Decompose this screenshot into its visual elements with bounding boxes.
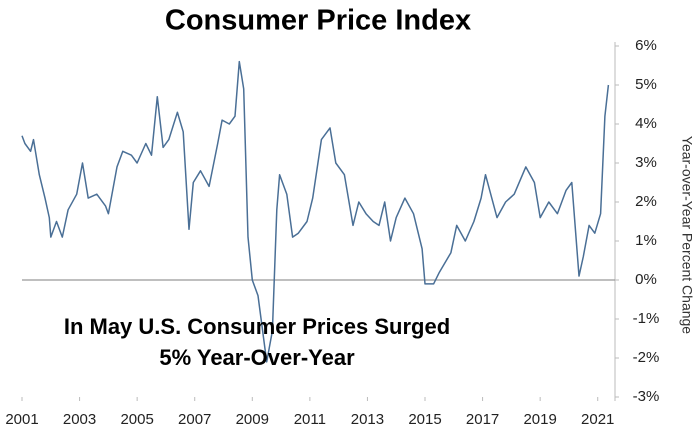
x-tick-label: 2015	[408, 411, 441, 428]
y-tick-label: 5%	[635, 76, 657, 93]
x-tick-label: 2017	[466, 411, 499, 428]
x-tick-label: 2021	[581, 411, 614, 428]
y-axis-label: Year-over-Year Percent Change	[679, 136, 695, 334]
annotation-line: 5% Year-Over-Year	[159, 345, 355, 370]
series-line	[21, 60, 610, 363]
x-tick-label: 2011	[294, 411, 326, 428]
x-tick-label: 2007	[178, 411, 211, 428]
x-tick-label: 2005	[120, 411, 153, 428]
y-tick-label: 1%	[635, 232, 657, 249]
x-tick-label: 2001	[5, 411, 38, 428]
annotation-line: In May U.S. Consumer Prices Surged	[64, 314, 450, 339]
y-tick-label: 6%	[635, 37, 657, 54]
y-tick-label: -2%	[633, 349, 660, 366]
x-tick-label: 2009	[236, 411, 269, 428]
y-tick-label: -1%	[633, 310, 660, 327]
annotation: In May U.S. Consumer Prices Surged 5% Yea…	[64, 314, 450, 370]
y-tick-label: -3%	[633, 388, 660, 405]
x-tick-label: 2019	[523, 411, 556, 428]
chart-title: Consumer Price Index	[165, 5, 471, 37]
y-tick-label: 0%	[635, 271, 657, 288]
y-tick-label: 2%	[635, 193, 657, 210]
x-tick-label: 2003	[63, 411, 96, 428]
y-tick-label: 4%	[635, 115, 657, 132]
y-tick-label: 3%	[635, 154, 657, 171]
x-tick-label: 2013	[351, 411, 384, 428]
